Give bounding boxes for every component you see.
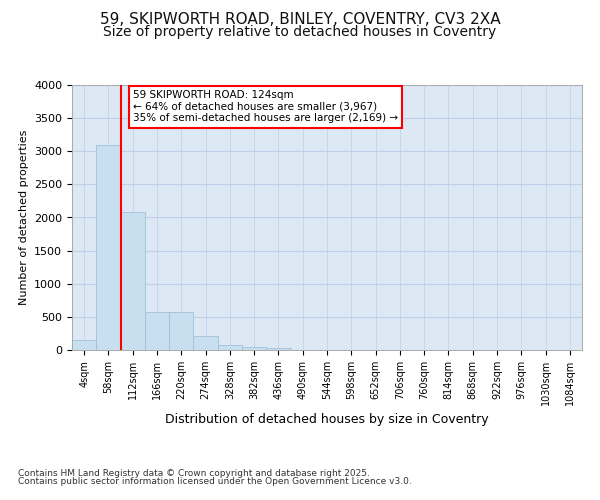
Bar [193,336,218,350]
Bar [121,212,145,350]
Text: Size of property relative to detached houses in Coventry: Size of property relative to detached ho… [103,25,497,39]
Bar [242,348,266,350]
Y-axis label: Number of detached properties: Number of detached properties [19,130,29,305]
Bar [218,346,242,350]
Bar [72,340,96,350]
X-axis label: Distribution of detached houses by size in Coventry: Distribution of detached houses by size … [165,414,489,426]
Text: Contains HM Land Registry data © Crown copyright and database right 2025.: Contains HM Land Registry data © Crown c… [18,468,370,477]
Bar [266,348,290,350]
Text: Contains public sector information licensed under the Open Government Licence v3: Contains public sector information licen… [18,477,412,486]
Bar [145,312,169,350]
Text: 59 SKIPWORTH ROAD: 124sqm
← 64% of detached houses are smaller (3,967)
35% of se: 59 SKIPWORTH ROAD: 124sqm ← 64% of detac… [133,90,398,124]
Bar [96,144,121,350]
Bar [169,312,193,350]
Text: 59, SKIPWORTH ROAD, BINLEY, COVENTRY, CV3 2XA: 59, SKIPWORTH ROAD, BINLEY, COVENTRY, CV… [100,12,500,28]
